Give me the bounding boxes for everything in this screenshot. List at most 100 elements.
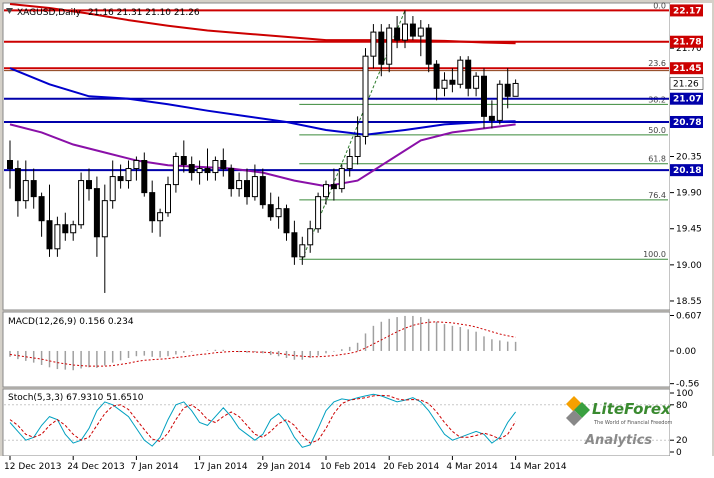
candle-body [7, 160, 13, 170]
level-badge [670, 35, 703, 48]
candle-body [149, 192, 156, 222]
time-tick-label: 29 Jan 2014 [257, 462, 311, 472]
level-badge-label: 20.78 [673, 118, 701, 128]
diamond-icon [566, 410, 582, 426]
candle-body [38, 196, 45, 222]
title-group: XAGUSD,Daily 21.16 21.31 21.10 21.26 MAC… [6, 8, 200, 403]
logo-name: LiteForex [592, 400, 672, 418]
candle-body [307, 228, 314, 246]
candle-body [338, 168, 345, 190]
price-tick-label: 20.35 [676, 153, 702, 163]
candle-body [473, 75, 480, 89]
macd-tick-label: -0.56 [676, 380, 700, 390]
price-panel [2, 2, 671, 311]
candle-body [172, 156, 179, 186]
level-badge [670, 62, 703, 75]
candle-body [330, 184, 337, 190]
stoch-tick-label: 80 [676, 401, 688, 411]
candle-body [196, 168, 203, 174]
candle-body [93, 188, 100, 238]
candle-body [22, 180, 29, 202]
time-tick-label: 12 Dec 2013 [4, 462, 62, 472]
fib-level-label: 50.0 [648, 126, 666, 135]
candle-body [165, 184, 171, 214]
candle-body [323, 184, 329, 198]
fib-level-label: 0.0 [653, 1, 666, 10]
candle-body [133, 160, 140, 170]
liteforex-logo: LiteForex The World of Financial Freedom… [566, 396, 673, 448]
candle-body [30, 180, 37, 198]
candle-body [54, 224, 61, 250]
time-axis-area [0, 456, 714, 478]
candle-body [441, 79, 448, 89]
level-badge-label: 21.07 [673, 95, 701, 105]
candle-body [354, 135, 361, 157]
candle-body [78, 180, 85, 226]
stoch-title: Stoch(5,3,3) 67.9310 51.6510 [8, 393, 144, 403]
ma-red-line [9, 3, 516, 45]
logo-product: Analytics [584, 433, 652, 448]
price-tick-label: 19.45 [676, 225, 702, 235]
time-tick-label: 24 Dec 2013 [67, 462, 125, 472]
stoch-tick-label: 100 [676, 389, 693, 399]
fib-level-label: 38.2 [648, 95, 666, 104]
level-badge-label: 21.45 [673, 64, 701, 74]
ohlc-label: 21.16 21.31 21.10 21.26 [88, 8, 200, 18]
candle-body [204, 168, 211, 174]
candle-body [409, 23, 416, 37]
level-badge-label: 21.78 [673, 38, 701, 48]
time-tick-label: 4 Mar 2014 [446, 462, 498, 472]
time-tick-label: 17 Jan 2014 [194, 462, 248, 472]
candle-body [188, 164, 195, 174]
macd-tick-label: 0.00 [676, 347, 696, 357]
candle-body [283, 208, 290, 234]
candle-body [244, 180, 250, 198]
candle-body [236, 180, 243, 190]
macd-title: MACD(12,26,9) 0.156 0.234 [8, 317, 134, 327]
fib-level-label: 76.4 [648, 191, 666, 200]
candle-body [449, 79, 456, 85]
candle-body [504, 83, 511, 97]
triangle-icon [6, 8, 13, 14]
candle-body [465, 59, 472, 89]
level-badge [670, 115, 703, 128]
level-badge-label: 20.18 [673, 166, 701, 176]
level-badge [670, 164, 703, 177]
level-badge-label: 22.17 [673, 6, 701, 16]
candle-body [101, 200, 108, 238]
candle-body [267, 204, 274, 218]
macd-panel [2, 311, 671, 388]
current-price-badge [669, 77, 704, 90]
candle-body [86, 180, 92, 190]
stoch-d-line [9, 394, 517, 444]
candle-body [457, 59, 464, 85]
macd-signal-line [9, 321, 516, 367]
macd-tick-label: 0.607 [676, 312, 702, 322]
current-price-label: 21.26 [673, 79, 699, 89]
candle-body [14, 168, 21, 202]
price-tick-label: 19.00 [676, 261, 702, 271]
candle-body [251, 176, 258, 198]
time-tick-label: 14 Mar 2014 [510, 462, 567, 472]
candle-body [212, 160, 219, 174]
price-tick-label: 18.55 [676, 297, 702, 307]
candle-body [488, 115, 495, 121]
candle-body [394, 27, 401, 41]
candle-body [402, 23, 408, 41]
fib-level-label: 61.8 [648, 155, 666, 164]
price-tick-label: 19.90 [676, 189, 702, 199]
fib-level-label: 100.0 [643, 250, 666, 259]
candle-body [157, 212, 164, 222]
candle-body [433, 63, 440, 89]
candle-body [180, 156, 187, 166]
candle-body [299, 244, 306, 258]
candle-body [378, 31, 385, 65]
candle-body [291, 232, 298, 258]
price-tick-label: 21.70 [676, 44, 702, 54]
candle-body [386, 27, 393, 65]
chart-title: XAGUSD,Daily [17, 8, 82, 18]
candle-body [228, 168, 235, 190]
candle-body [220, 160, 227, 170]
candle-body [370, 31, 377, 57]
